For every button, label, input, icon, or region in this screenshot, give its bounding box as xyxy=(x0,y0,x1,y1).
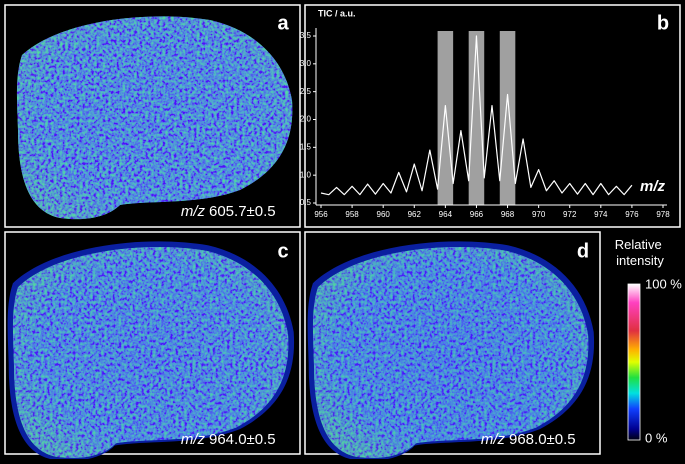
x-tick-label: 970 xyxy=(532,210,546,219)
colorbar-max: 100 % xyxy=(645,276,682,291)
caption: 968.0±0.5 xyxy=(509,431,576,448)
y-tick-label: 1.5 xyxy=(300,142,312,151)
highlight-band xyxy=(499,31,516,205)
colorbar-title: Relative intensity xyxy=(615,237,666,268)
colorbar xyxy=(627,283,641,441)
panel-label: a xyxy=(277,12,289,34)
x-axis-label: m/z xyxy=(640,178,666,195)
x-tick-label: 968 xyxy=(501,210,515,219)
caption-prefix: m/z xyxy=(481,431,506,448)
y-tick-label: 2.0 xyxy=(300,115,312,124)
y-tick-label: 1.0 xyxy=(300,170,312,179)
highlight-band xyxy=(437,31,454,205)
x-tick-label: 960 xyxy=(377,210,391,219)
colorbar-title-text: intensity xyxy=(616,253,664,268)
panel-label: c xyxy=(277,240,288,262)
panel-label: d xyxy=(577,240,589,262)
x-tick-label: 958 xyxy=(345,210,359,219)
x-tick-label: 978 xyxy=(656,210,670,219)
colorbar-title-text: Relative xyxy=(615,237,662,252)
y-tick-label: 3.0 xyxy=(300,59,312,68)
spectrum-line xyxy=(320,35,633,196)
x-tick-label: 956 xyxy=(314,210,328,219)
highlight-band xyxy=(468,31,485,205)
caption-prefix: m/z xyxy=(181,431,206,448)
x-tick-label: 976 xyxy=(625,210,639,219)
x-tick-label: 972 xyxy=(563,210,577,219)
x-tick-label: 974 xyxy=(594,210,608,219)
caption: 605.7±0.5 xyxy=(209,203,276,220)
x-tick-label: 966 xyxy=(470,210,484,219)
y-tick-label: 2.5 xyxy=(300,87,312,96)
x-tick-label: 964 xyxy=(439,210,453,219)
y-axis-label: TIC / a.u. xyxy=(318,8,356,18)
colorbar-min: 0 % xyxy=(645,430,668,445)
caption-prefix: m/z xyxy=(181,203,206,220)
y-tick-label: 3.5 xyxy=(300,31,312,40)
caption: 964.0±0.5 xyxy=(209,431,276,448)
y-tick-label: 0.5 xyxy=(300,198,312,207)
x-tick-label: 962 xyxy=(408,210,422,219)
panel-label: b xyxy=(657,12,669,34)
